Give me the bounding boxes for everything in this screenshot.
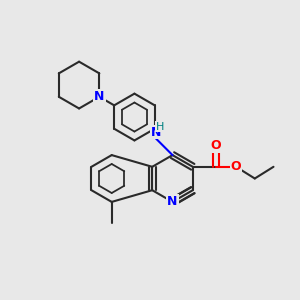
- Text: N: N: [167, 195, 178, 208]
- Text: N: N: [151, 126, 161, 139]
- Text: O: O: [231, 160, 242, 173]
- Text: H: H: [156, 122, 164, 132]
- Text: N: N: [94, 90, 104, 103]
- Text: O: O: [211, 139, 221, 152]
